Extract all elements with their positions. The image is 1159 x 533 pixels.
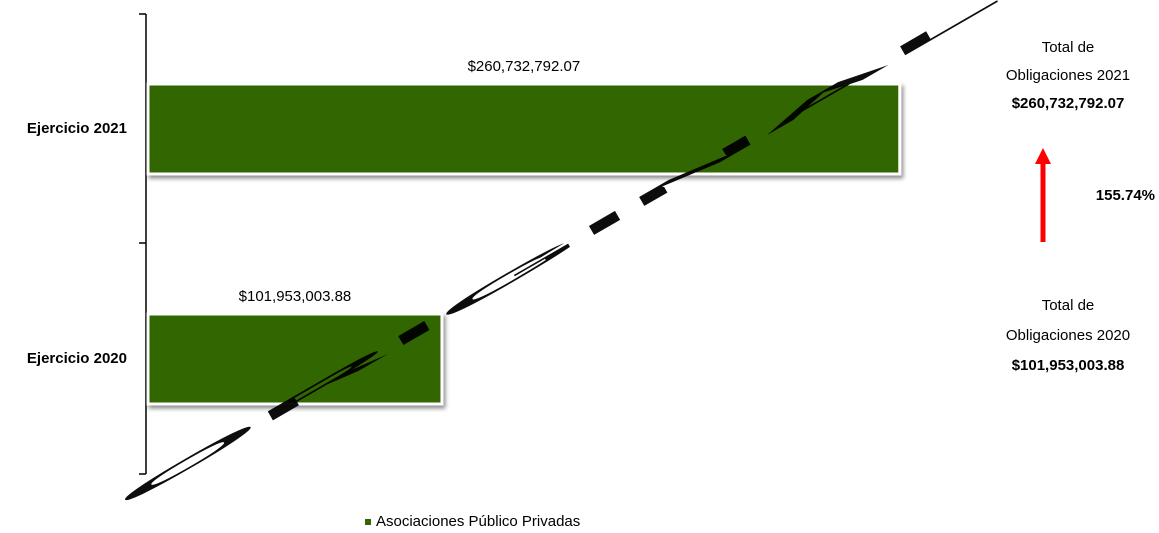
annotation: Total de [1042,297,1095,314]
data-label: $260,732,792.07 [468,58,581,75]
y-tick-label: Ejercicio 2021 [27,120,127,137]
watermark: ORIGINAL [114,0,1006,512]
y-tick-label: Ejercicio 2020 [27,350,127,367]
arrow-head [1035,148,1051,164]
bar [146,82,902,176]
annotation: Obligaciones 2020 [1006,327,1130,344]
annotation: Total de [1042,39,1095,56]
legend-label: Asociaciones Público Privadas [376,513,580,530]
annotation: $260,732,792.07 [1012,95,1125,112]
annotation: 155.74% [1096,187,1155,204]
data-label: $101,953,003.88 [239,288,352,305]
annotation: $101,953,003.88 [1012,357,1125,374]
legend-swatch [365,519,371,525]
bar [146,312,444,406]
category-axis [139,13,147,475]
annotation: Obligaciones 2021 [1006,67,1130,84]
